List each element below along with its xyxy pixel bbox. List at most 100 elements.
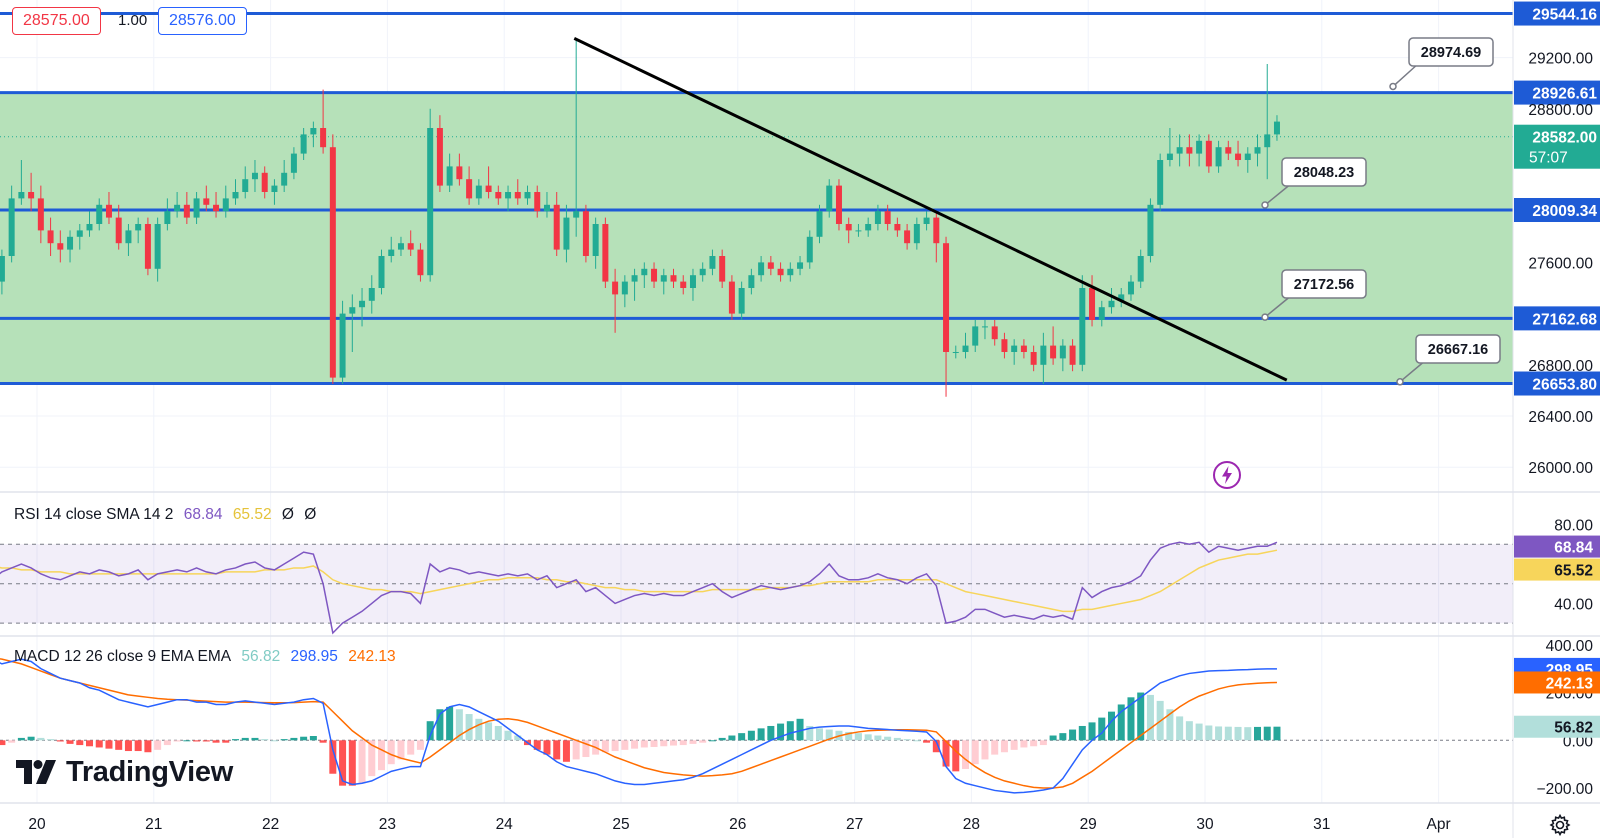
macd-histogram-bar <box>446 706 454 741</box>
macd-histogram-bar <box>95 740 103 748</box>
macd-signal-line <box>0 658 1277 789</box>
candle-body <box>991 326 998 340</box>
candle-body <box>582 211 589 256</box>
macd-histogram-bar <box>738 733 746 741</box>
macd-histogram-bar <box>825 729 833 741</box>
macd-histogram-bar <box>1108 711 1116 741</box>
candle-body <box>1079 288 1086 365</box>
candle-body <box>855 230 862 232</box>
callout-box <box>1415 334 1501 364</box>
macd-histogram-bar <box>222 740 230 743</box>
macd-histogram-bar <box>1263 726 1271 741</box>
candle-body <box>144 224 151 269</box>
candle-body <box>1147 204 1154 256</box>
candle-body <box>125 230 132 244</box>
candle-body <box>1205 140 1212 167</box>
level-label: 26653.80 <box>1532 377 1597 394</box>
macd-histogram-bar <box>1039 740 1047 746</box>
candle-body <box>86 224 93 231</box>
candle-body <box>320 128 327 148</box>
macd-histogram-bar <box>1117 704 1125 741</box>
macd-histogram-bar <box>387 740 395 765</box>
level-label: 28926.61 <box>1532 86 1597 103</box>
macd-histogram-bar <box>874 735 882 741</box>
macd-histogram-bar <box>1254 726 1262 741</box>
macd-histogram-bar <box>241 737 249 741</box>
macd-histogram-bar <box>163 740 171 746</box>
candle-body <box>329 147 336 378</box>
macd-histogram-bar <box>397 740 405 760</box>
macd-legend[interactable]: MACD 12 26 close 9 EMA EMA 56.82 298.95 … <box>14 645 402 669</box>
trendline <box>573 37 1288 382</box>
macd-histogram-bar <box>699 740 707 743</box>
candle-body <box>1186 147 1193 154</box>
rsi-legend-extra-1: Ø <box>281 506 294 523</box>
candle-body <box>281 172 288 186</box>
candle-body <box>485 185 492 192</box>
candle-body <box>728 281 735 314</box>
macd-histogram-bar <box>650 740 658 747</box>
rsi-legend-ma-value: 65.52 <box>232 506 272 523</box>
price-tick-label: 29200.00 <box>1528 51 1593 68</box>
candle-body <box>427 128 434 276</box>
candle-body <box>1166 153 1173 160</box>
macd-histogram-bar <box>280 739 288 741</box>
candle-body <box>1098 307 1105 320</box>
macd-histogram-bar <box>173 740 181 742</box>
macd-histogram-bar <box>640 740 648 748</box>
price-tick-label: 26400.00 <box>1528 409 1593 426</box>
macd-histogram-bar <box>251 737 259 741</box>
bid-price[interactable]: 28575.00 <box>12 7 101 35</box>
macd-histogram-bar <box>1000 740 1008 753</box>
candle-body <box>602 224 609 282</box>
macd-histogram-bar <box>319 740 327 743</box>
macd-histogram-bar <box>27 736 35 741</box>
macd-histogram-bar <box>777 723 785 741</box>
macd-histogram-bar <box>757 728 765 741</box>
x-tick-label: 25 <box>612 816 629 833</box>
candle-body <box>777 268 784 276</box>
macd-histogram-bar <box>1137 692 1145 741</box>
settings-gear-icon[interactable] <box>1548 813 1572 837</box>
price-tick-label: 28800.00 <box>1528 102 1593 119</box>
x-tick-label: Apr <box>1427 816 1451 833</box>
candle-body <box>135 224 142 231</box>
macd-histogram-bar <box>1215 726 1223 741</box>
candle-body <box>154 224 161 269</box>
candle-body <box>962 345 969 352</box>
candle-body <box>378 256 385 288</box>
macd-hist-value-badge <box>1514 715 1600 738</box>
macd-histogram-bar <box>1049 735 1057 741</box>
macd-histogram-bar <box>378 740 386 771</box>
callout-box <box>1281 269 1367 299</box>
candle-body <box>592 224 599 256</box>
candle-body <box>466 179 473 199</box>
x-tick-label: 26 <box>729 816 746 833</box>
rsi-tick-label: 80.00 <box>1554 518 1593 535</box>
macd-histogram-bar <box>572 740 580 760</box>
ask-price[interactable]: 28576.00 <box>158 7 247 35</box>
candle-body <box>748 275 755 288</box>
macd-histogram-bar <box>465 714 473 741</box>
macd-histogram-bar <box>1205 725 1213 741</box>
rsi-legend[interactable]: RSI 14 close SMA 14 2 68.84 65.52 Ø Ø <box>14 503 322 527</box>
candle-body <box>835 185 842 224</box>
candle-body <box>251 172 258 180</box>
macd-histogram-bar <box>932 740 940 753</box>
macd-histogram-bar <box>884 736 892 741</box>
candle-body <box>8 198 15 256</box>
macd-histogram-bar <box>679 740 687 746</box>
candle-body <box>1235 153 1242 160</box>
lightning-icon[interactable] <box>1212 460 1242 490</box>
macd-histogram-bar <box>991 740 999 755</box>
candle-body <box>806 236 813 263</box>
level-label: 27162.68 <box>1532 311 1597 328</box>
candle-body <box>475 185 482 199</box>
macd-histogram-bar <box>339 740 347 786</box>
candle-body <box>1157 160 1164 205</box>
candle-body <box>183 204 190 218</box>
macd-histogram-bar <box>0 740 6 746</box>
candle-body <box>651 268 658 282</box>
level-label: 29544.16 <box>1532 7 1597 24</box>
